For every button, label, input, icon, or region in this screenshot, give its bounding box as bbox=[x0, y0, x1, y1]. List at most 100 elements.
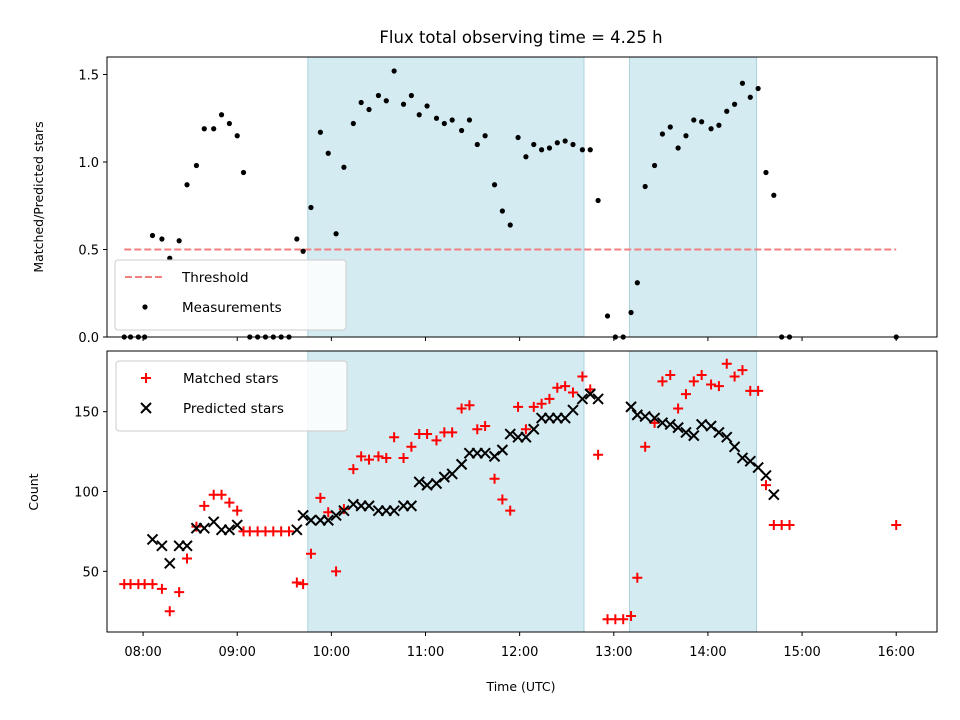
measurement-point bbox=[675, 145, 681, 151]
predicted-star-point bbox=[721, 431, 733, 443]
predicted-star-point bbox=[455, 458, 468, 471]
measurement-point bbox=[449, 117, 455, 123]
predicted-star-point bbox=[760, 469, 772, 482]
measurement-point bbox=[424, 103, 430, 109]
matched-star-point bbox=[721, 358, 732, 369]
matched-star-point bbox=[784, 520, 795, 531]
predicted-star-point bbox=[504, 428, 516, 440]
matched-star-point bbox=[164, 606, 175, 617]
predicted-star-point bbox=[648, 412, 661, 424]
matched-star-point bbox=[199, 500, 210, 511]
measurement-point bbox=[211, 126, 217, 132]
measurement-point bbox=[628, 309, 634, 316]
observing-interval bbox=[628, 56, 758, 338]
chart-title: Flux total observing time = 4.25 h bbox=[379, 28, 662, 47]
predicted-star-point bbox=[528, 423, 540, 435]
predicted-star-point bbox=[363, 500, 375, 512]
matched-star-point bbox=[422, 429, 433, 440]
measurement-point bbox=[595, 197, 601, 204]
matched-star-point bbox=[753, 385, 764, 396]
predicted-star-point bbox=[680, 426, 692, 439]
measurement-point bbox=[562, 138, 568, 144]
measurement-point bbox=[218, 112, 225, 118]
predicted-star-point bbox=[330, 509, 342, 522]
predicted-star-point bbox=[291, 524, 303, 536]
measurement-point bbox=[739, 80, 746, 86]
predicted-star-point bbox=[305, 514, 317, 526]
matched-star-point bbox=[891, 520, 902, 531]
y-tick-label: 1.5 bbox=[78, 69, 99, 84]
x-tick-label: 08:00 bbox=[124, 645, 161, 660]
measurement-point bbox=[226, 120, 232, 127]
matched-star-point bbox=[737, 365, 748, 376]
matched-star-point bbox=[567, 387, 578, 398]
predicted-star-point bbox=[713, 426, 725, 439]
matched-star-point bbox=[224, 497, 235, 508]
matched-star-point bbox=[373, 451, 384, 462]
measurement-point bbox=[554, 140, 560, 146]
matched-star-point bbox=[680, 389, 691, 400]
predicted-star-point bbox=[479, 447, 491, 459]
observing-intervals bbox=[307, 350, 758, 633]
measurement-point bbox=[408, 92, 414, 99]
measurement-point bbox=[433, 115, 440, 121]
measurement-point bbox=[441, 120, 447, 127]
measurement-point bbox=[458, 127, 465, 134]
predicted-star-point bbox=[156, 540, 168, 552]
y-tick-label: 100 bbox=[74, 486, 99, 501]
matched-star-point bbox=[673, 403, 684, 414]
measurement-point bbox=[634, 280, 640, 286]
matched-star-point bbox=[456, 403, 467, 414]
predicted-star-point bbox=[688, 429, 700, 442]
predicted-star-point bbox=[744, 455, 756, 467]
measurement-point bbox=[587, 147, 593, 153]
legend-box bbox=[114, 259, 347, 331]
legend-matched-swatch bbox=[141, 373, 151, 383]
measurement-point bbox=[294, 236, 300, 242]
measurement-point bbox=[507, 222, 513, 228]
matched-star-point bbox=[191, 521, 202, 532]
measurement-point bbox=[300, 248, 306, 254]
legend-label: Matched stars bbox=[183, 371, 279, 387]
legend-box bbox=[115, 360, 348, 432]
predicted-star-point bbox=[672, 421, 684, 434]
measurement-point bbox=[499, 208, 505, 214]
matched-star-point bbox=[505, 505, 516, 516]
x-tick-label: 11:00 bbox=[407, 645, 444, 660]
matched-star-point bbox=[182, 553, 193, 564]
measurement-point bbox=[240, 169, 247, 176]
x-tick-label: 14:00 bbox=[689, 645, 726, 660]
matched-star-point bbox=[497, 494, 508, 505]
measurement-point bbox=[350, 120, 356, 127]
matched-star-point bbox=[560, 381, 571, 392]
predicted-star-point bbox=[488, 450, 501, 463]
predicted-star-point bbox=[639, 410, 651, 423]
matched-star-point bbox=[552, 382, 563, 393]
y-tick-label: 0.0 bbox=[78, 331, 99, 346]
y-axis: 0.0 0.5 1.0 1.5 bbox=[78, 69, 107, 346]
measurement-point bbox=[333, 231, 339, 237]
predicted-star-point bbox=[567, 404, 579, 416]
predicted-star-point bbox=[164, 557, 176, 570]
matched-star-point bbox=[431, 435, 442, 446]
x-tick-label: 12:00 bbox=[501, 645, 538, 660]
measurement-point bbox=[383, 98, 389, 104]
measurement-point bbox=[308, 204, 314, 211]
predicted-star-point bbox=[297, 509, 309, 522]
y-tick-label: 0.5 bbox=[78, 244, 99, 259]
measurement-point bbox=[515, 134, 521, 141]
matched-star-point bbox=[513, 401, 524, 412]
predicted-star-point bbox=[181, 540, 193, 552]
predicted-star-point bbox=[388, 504, 400, 517]
measurement-point bbox=[531, 141, 537, 148]
legend-label: Measurements bbox=[182, 300, 282, 316]
measurement-point bbox=[201, 126, 207, 132]
x-tick-label: 13:00 bbox=[595, 645, 632, 660]
matched-star-point bbox=[389, 432, 400, 443]
ratio-panel: 0.0 0.5 1.0 1.5 Flux total observing time =… bbox=[31, 28, 938, 346]
x-axis-label: Time (UTC) bbox=[485, 679, 555, 694]
matched-star-point bbox=[480, 421, 491, 432]
matched-star-point bbox=[331, 566, 342, 577]
y-axis-label: Count bbox=[26, 473, 41, 510]
measurement-point bbox=[683, 133, 689, 139]
